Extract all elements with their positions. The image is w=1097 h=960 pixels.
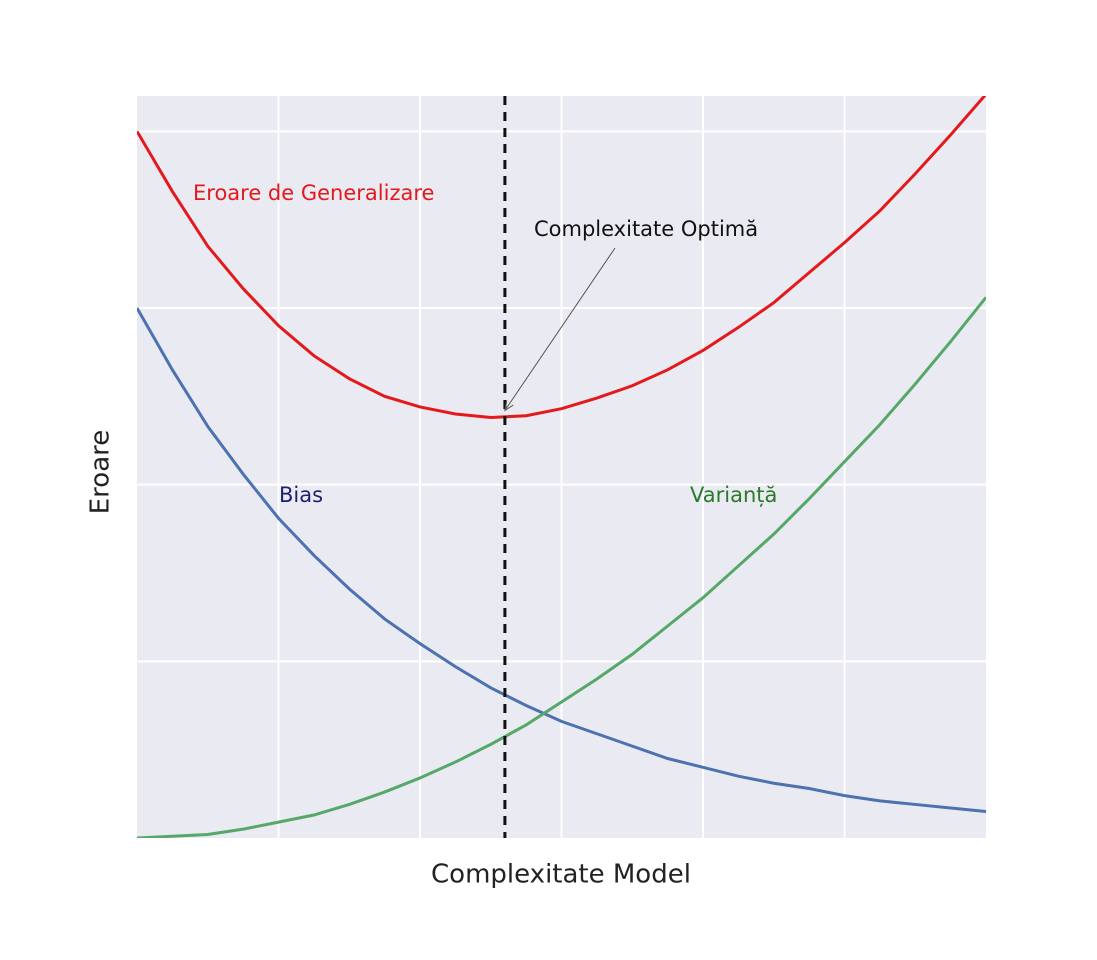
x-axis-label: Complexitate Model	[431, 860, 691, 890]
line	[137, 96, 986, 420]
line	[137, 307, 986, 813]
annotation-text: Complexitate Optimă	[534, 217, 758, 241]
plot-area	[137, 96, 986, 838]
series-label: Eroare de Generalizare	[193, 181, 434, 205]
annotation-arrowhead	[504, 400, 514, 412]
line	[137, 296, 986, 838]
annotation-arrow	[504, 247, 616, 411]
y-axis-label: Eroare	[86, 430, 116, 515]
series-label: Varianță	[690, 483, 777, 507]
series-label: Bias	[279, 483, 323, 507]
